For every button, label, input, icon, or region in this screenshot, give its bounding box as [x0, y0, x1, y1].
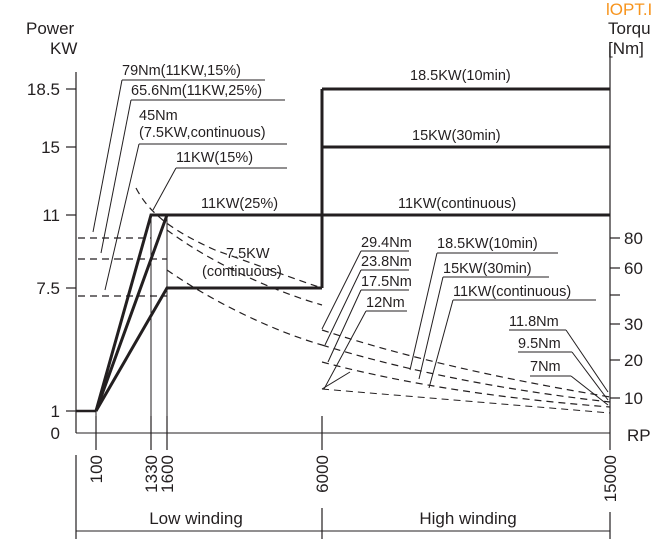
x-axis-label: RP [627, 426, 651, 445]
annotation-15kw-30min-16: 15KW(30min) [443, 261, 532, 277]
annotation-leader-11-1 [321, 250, 362, 330]
torque-line-29-4nm [321, 329, 611, 398]
power-line-11kw-25 [94, 213, 322, 412]
annotation-leader-15-1 [409, 252, 438, 371]
labels: 79Nm(11KW,15%) 65.6Nm(11KW,25%) 45Nm(7.5KW… [92, 63, 609, 406]
left-axis-label-line-2: KW [50, 39, 77, 58]
torque-curve-low-2 [166, 229, 323, 306]
left-tick-label-0: 18.5 [27, 80, 60, 99]
torque-line-23-8nm [321, 344, 611, 403]
annotation-7nm-20: 7Nm [530, 359, 561, 375]
right-tick-label-4: 10 [624, 389, 643, 408]
annotation-18-5kw-10min-8: 18.5KW(10min) [410, 68, 511, 84]
right-axis-label-line-2: [Nm] [608, 39, 644, 58]
annotation-15kw-30min-9: 15KW(30min) [412, 128, 501, 144]
annotation-leader-13-1 [327, 289, 362, 363]
annotation-23-8nm-12: 23.8Nm [361, 254, 412, 270]
torque-curve-link [321, 371, 351, 390]
annotation-7-5kw-continuous-3: (7.5KW,continuous) [139, 125, 266, 141]
annotation-leader-20-1 [570, 375, 609, 406]
annotation-11-8nm-18: 11.8Nm [509, 314, 559, 330]
axes: PowerKWlOPT.I18.515117.510Torqu[Nm]80603… [26, 0, 652, 539]
x-tick-label-0: 100 [87, 455, 106, 483]
power-line-7-5kw-continuous [94, 286, 322, 412]
x-tick-label-1: 1330 [142, 455, 161, 493]
right-tick-label-3: 20 [624, 351, 643, 370]
left-tick-label-1: 15 [41, 138, 60, 157]
left-tick-label-4: 1 [51, 402, 60, 421]
annotation-11kw-15-4: 11KW(15%) [176, 150, 253, 166]
annotation-leader-17-1 [428, 299, 454, 389]
annotation-leader-16-1 [418, 276, 444, 380]
annotation-leader-18-1 [565, 329, 609, 393]
annotation-11kw-continuous-17: 11KW(continuous) [453, 284, 571, 300]
annotation-leader-19-1 [571, 351, 609, 401]
region-label-high-winding: High winding [419, 509, 516, 528]
annotation-continuous-7: (continuous) [202, 264, 282, 280]
x-tick-label-3: 6000 [313, 455, 332, 493]
left-tick-label-5: 0 [51, 424, 60, 443]
x-tick-label-2: 1600 [158, 455, 177, 493]
right-axis-label-line-1: Torqu [608, 19, 651, 38]
x-tick-label-4: 15000 [601, 455, 620, 502]
region-label-low-winding: Low winding [149, 509, 243, 528]
annotation-45nm-2: 45Nm [139, 108, 178, 124]
right-tick-label-1: 60 [624, 259, 643, 278]
annotation-12nm-14: 12Nm [366, 295, 405, 311]
annotation-17-5nm-13: 17.5Nm [361, 274, 412, 290]
left-axis-label-line-1: Power [26, 19, 75, 38]
annotation-11kw-continuous-10: 11KW(continuous) [398, 196, 516, 212]
annotation-leader-3-1 [104, 143, 140, 291]
right-tick-label-2: 30 [624, 315, 643, 334]
annotation-79nm-11kw-15-0: 79Nm(11KW,15%) [122, 63, 241, 79]
left-tick-label-2: 11 [42, 206, 60, 225]
torque-curve-low-1 [135, 187, 323, 289]
annotation-leader-1-1 [100, 99, 132, 254]
annotation-leader-0-1 [92, 79, 123, 233]
annotation-18-5kw-10min-15: 18.5KW(10min) [437, 236, 538, 252]
annotation-leader-12-1 [324, 269, 362, 346]
series [76, 87, 611, 416]
annotation-9-5nm-19: 9.5Nm [518, 336, 561, 352]
annotation-65-6nm-11kw-25-1: 65.6Nm(11KW,25%) [131, 83, 262, 99]
power-line-11kw-15 [94, 213, 322, 412]
annotation-11kw-25-5: 11KW(25%) [201, 196, 278, 212]
annotation-leader-14-1 [323, 310, 367, 390]
right-tick-label-0: 80 [624, 229, 643, 248]
torque-line-17-5nm [321, 361, 611, 408]
annotation-leader-4-1 [152, 167, 177, 211]
annotation-29-4nm-11: 29.4Nm [361, 235, 412, 251]
torque-line-12nm [321, 388, 611, 414]
left-tick-label-3: 7.5 [36, 279, 60, 298]
annotation-7-5kw-6: 7.5KW [226, 246, 270, 262]
torque-curve-low-3 [166, 269, 323, 346]
corner-label: lOPT.I [606, 0, 652, 19]
